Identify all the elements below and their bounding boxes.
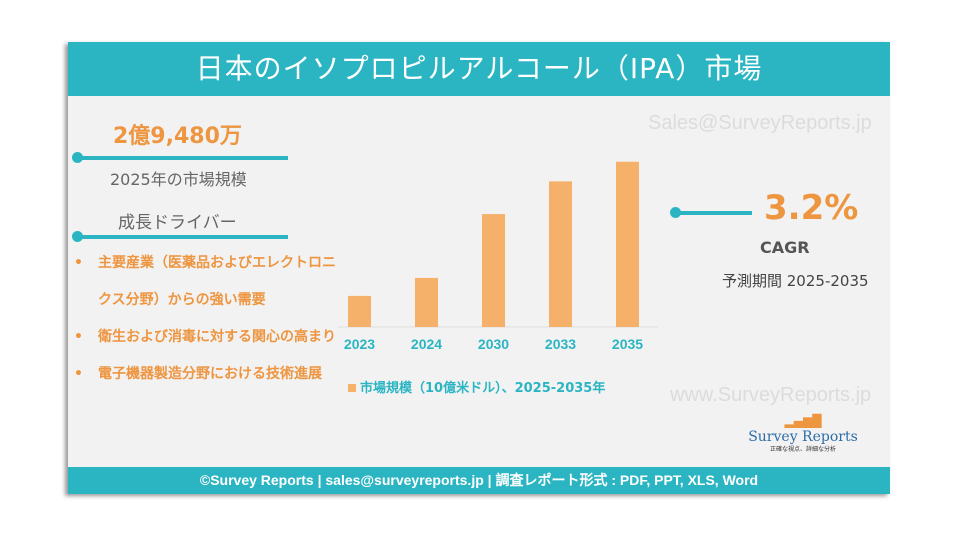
forecast-period: 予測期間 2025-2035 bbox=[722, 272, 869, 290]
bar-2035 bbox=[616, 161, 639, 327]
x-tick-label: 2035 bbox=[612, 336, 643, 352]
drivers-list: • 主要産業（医薬品およびエレクトロニクス分野）からの強い需要 • 衛生および消毒に… bbox=[74, 245, 346, 393]
driver-item: • 電子機器製造分野における技術進展 bbox=[74, 366, 322, 382]
bar-2033 bbox=[549, 181, 572, 327]
logo-text: Survey Reports bbox=[748, 429, 858, 445]
watermark-url: www.SurveyReports.jp bbox=[670, 384, 872, 406]
cagr-value: 3.2% bbox=[764, 188, 859, 228]
bar-chart-logo-icon: ▂▄▆█ bbox=[784, 414, 822, 428]
x-tick-label: 2023 bbox=[344, 336, 375, 352]
drivers-title: 成長ドライバー bbox=[118, 213, 237, 233]
watermark-email: Sales@SurveyReports.jp bbox=[648, 112, 872, 134]
bar-2023 bbox=[348, 295, 371, 327]
survey-reports-logo: ▂▄▆█ Survey Reports 正確な視点、詳細な分析 bbox=[748, 414, 858, 454]
market-size-label: 2025年の市場規模 bbox=[110, 170, 247, 189]
bar-2030 bbox=[482, 214, 505, 327]
driver-item: • 衛生および消毒に対する関心の高まり bbox=[74, 329, 336, 345]
divider bbox=[76, 156, 288, 160]
divider bbox=[76, 235, 288, 239]
bar-chart: 2023 2024 2030 2033 2035 bbox=[338, 161, 658, 352]
footer: ©Survey Reports | sales@surveyreports.jp… bbox=[68, 467, 890, 494]
x-tick-label: 2024 bbox=[411, 336, 442, 352]
x-tick-label: 2030 bbox=[478, 336, 509, 352]
driver-item: • 主要産業（医薬品およびエレクトロニクス分野）からの強い需要 bbox=[74, 255, 336, 308]
cagr-label: CAGR bbox=[760, 238, 810, 257]
divider bbox=[674, 211, 752, 215]
x-tick-label: 2033 bbox=[545, 336, 576, 352]
legend-swatch bbox=[348, 384, 356, 392]
infographic-card: 日本のイソプロピルアルコール（IPA）市場 Sales@SurveyReport… bbox=[68, 42, 890, 494]
bar-2024 bbox=[415, 277, 438, 327]
page-title: 日本のイソプロピルアルコール（IPA）市場 bbox=[68, 42, 890, 96]
chart-legend: 市場規模（10億米ドル）、2025-2035年 bbox=[348, 377, 605, 396]
logo-tagline: 正確な視点、詳細な分析 bbox=[769, 446, 836, 453]
market-size-value: 2億9,480万 bbox=[113, 124, 242, 149]
legend-label: 市場規模（10億米ドル）、2025-2035年 bbox=[360, 381, 606, 396]
